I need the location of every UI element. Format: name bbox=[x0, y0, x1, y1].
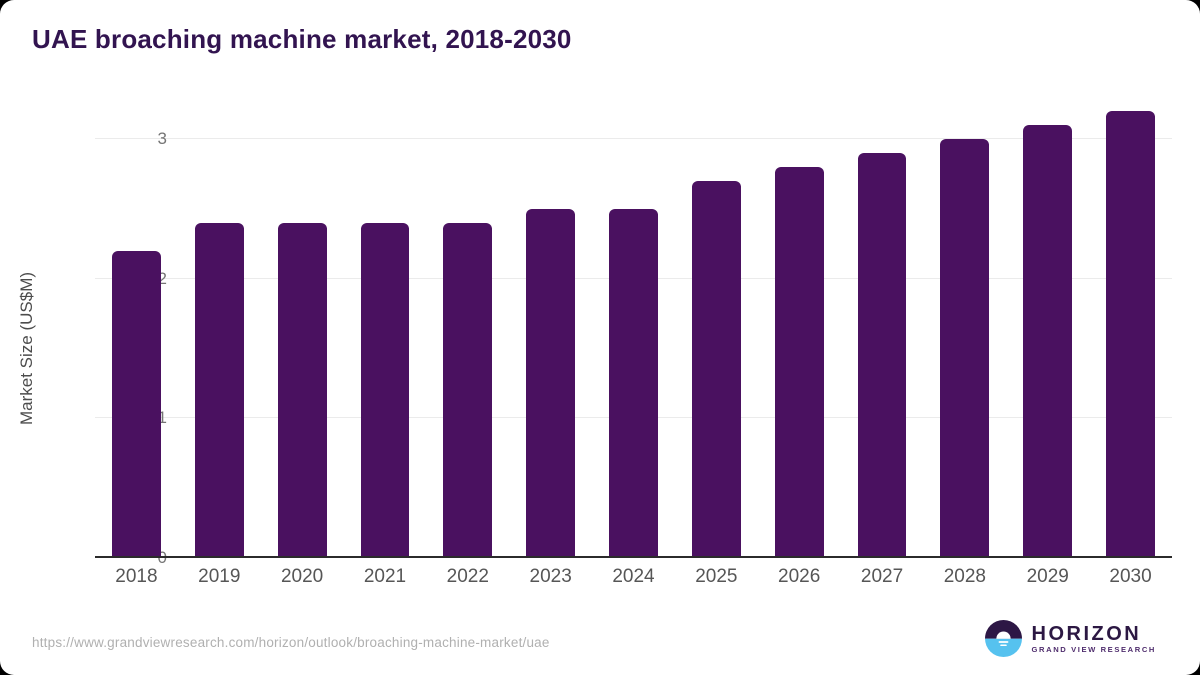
bar-band-2024 bbox=[592, 0, 675, 558]
x-label-2024: 2024 bbox=[612, 566, 655, 587]
bar-2025 bbox=[691, 180, 741, 558]
bar-band-2030 bbox=[1089, 0, 1172, 558]
x-label-2018: 2018 bbox=[115, 566, 158, 587]
x-label-2026: 2026 bbox=[778, 566, 821, 587]
bar-2020 bbox=[277, 222, 327, 558]
bar-2023 bbox=[526, 208, 576, 558]
y-axis-title: Market Size (US$M) bbox=[17, 271, 36, 426]
bar-2021 bbox=[360, 222, 410, 558]
sunset-circle-icon bbox=[984, 620, 1022, 657]
x-label-2030: 2030 bbox=[1109, 566, 1152, 587]
page-title: UAE broaching machine market, 2018-2030 bbox=[32, 24, 572, 54]
x-label-2019: 2019 bbox=[198, 566, 241, 587]
x-label-2021: 2021 bbox=[363, 566, 407, 587]
x-label-2027: 2027 bbox=[860, 566, 904, 587]
bar-band-2022 bbox=[426, 0, 509, 558]
grid-line-3 bbox=[95, 138, 1172, 139]
source-url: https://www.grandviewresearch.com/horizo… bbox=[32, 635, 550, 650]
bar-band-2020 bbox=[261, 0, 344, 558]
bar-band-2018 bbox=[95, 0, 178, 558]
bar-band-2028 bbox=[923, 0, 1006, 558]
brand-logo: HORIZON GRAND VIEW RESEARCH bbox=[984, 620, 1156, 657]
bar-band-2023 bbox=[509, 0, 592, 558]
bar-2018 bbox=[111, 250, 161, 558]
y-tick-label-3: 3 bbox=[157, 129, 167, 148]
x-label-2023: 2023 bbox=[529, 566, 572, 587]
x-label-2022: 2022 bbox=[446, 566, 489, 587]
bar-2026 bbox=[774, 166, 824, 558]
x-axis-line bbox=[95, 556, 1172, 558]
bar-2019 bbox=[194, 222, 244, 558]
x-label-2025: 2025 bbox=[695, 566, 738, 587]
bar-band-2029 bbox=[1006, 0, 1089, 558]
y-tick-label-2: 2 bbox=[157, 268, 167, 288]
bar-2027 bbox=[857, 152, 907, 558]
x-label-2020: 2020 bbox=[280, 566, 324, 587]
logo-brand: HORIZON bbox=[1031, 622, 1142, 645]
bar-band-2021 bbox=[344, 0, 427, 558]
y-tick-label-1: 1 bbox=[157, 408, 167, 428]
x-axis-labels: 2018 2019 2020 2021 2022 2023 2024 2025 2026 2027… bbox=[95, 566, 1172, 588]
bar-band-2019 bbox=[178, 0, 261, 558]
bar-band-2027 bbox=[841, 0, 924, 558]
logo-sub-brand: GRAND VIEW RESEARCH bbox=[1031, 644, 1156, 654]
logo-text: HORIZON GRAND VIEW RESEARCH bbox=[1032, 623, 1156, 655]
bar-band-2025 bbox=[675, 0, 758, 558]
bar-2022 bbox=[443, 222, 493, 558]
bar-band-2026 bbox=[758, 0, 841, 558]
x-label-2029: 2029 bbox=[1026, 566, 1069, 587]
x-label-2028: 2028 bbox=[943, 566, 986, 587]
bar-2024 bbox=[609, 208, 658, 558]
bar-2028 bbox=[940, 139, 990, 558]
bar-2030 bbox=[1106, 111, 1155, 558]
bar-2029 bbox=[1023, 125, 1073, 558]
bar-series bbox=[95, 0, 1172, 558]
